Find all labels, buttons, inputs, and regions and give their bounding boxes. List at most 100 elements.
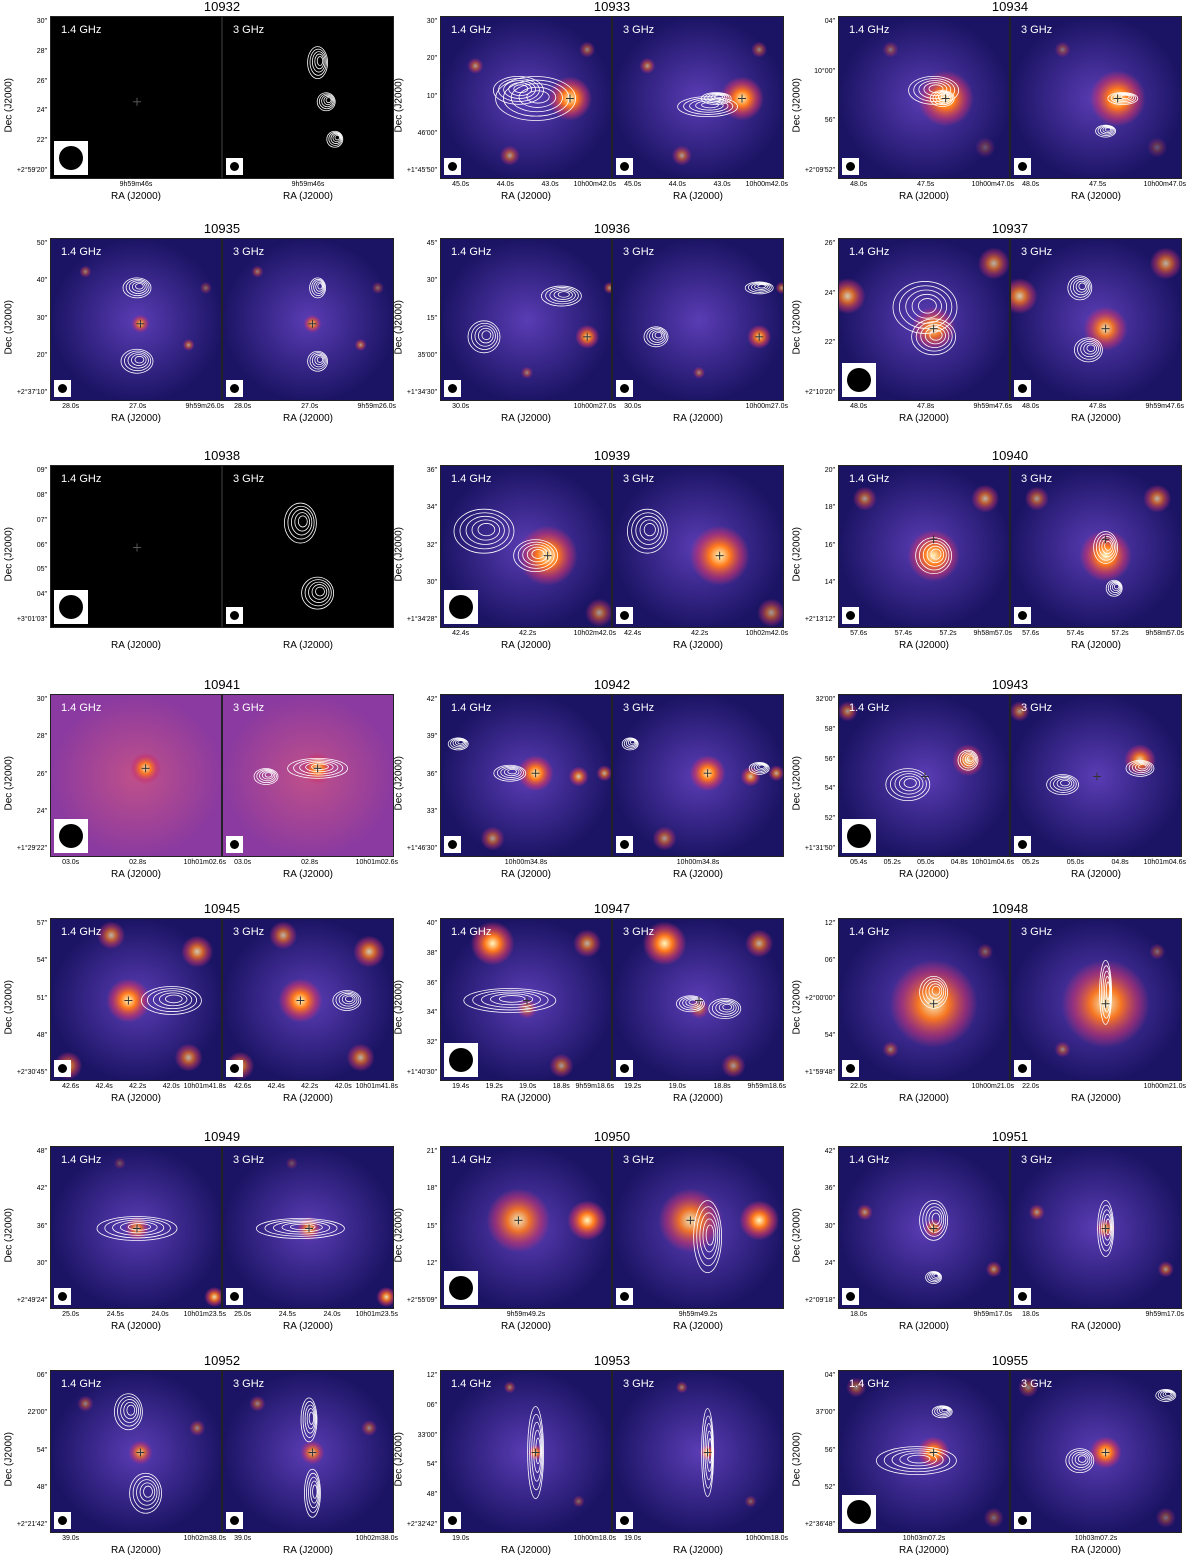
y-tick-label: +2°21′42″ xyxy=(16,1521,47,1528)
radio-contour xyxy=(643,326,669,348)
x-tick-label: 45.0s xyxy=(624,181,642,188)
radio-image xyxy=(613,1371,783,1532)
y-tick-label: 28″ xyxy=(36,47,47,55)
radio-contour xyxy=(332,990,362,1011)
x-tick-label: 05.2s xyxy=(1022,859,1040,866)
y-tick-label: 36″ xyxy=(824,1185,835,1193)
x-tick-label: 10h01m23.5s xyxy=(355,1311,399,1318)
y-tick-label: 51″ xyxy=(36,994,47,1002)
radio-image xyxy=(441,466,611,627)
optical-source-blob xyxy=(249,1395,266,1412)
optical-source-blob xyxy=(1149,943,1166,960)
beam-box xyxy=(54,141,88,175)
optical-source-blob xyxy=(642,921,687,966)
position-cross-marker xyxy=(703,1448,712,1457)
figure-10939: 10939 1.4 GHz 42.4s 42.2s 10h02m42.0s 3 GHz 42… xyxy=(394,448,789,658)
radio-contour xyxy=(693,1200,722,1274)
x-tick-label: 10h01m04.6s xyxy=(1143,859,1187,866)
beam-box xyxy=(444,380,461,397)
panel-1p4ghz: 1.4 GHz xyxy=(838,694,1010,857)
figure-title: 10936 xyxy=(593,221,631,236)
optical-source-blob xyxy=(174,1043,203,1072)
beam-ellipse xyxy=(449,1276,473,1300)
radio-image xyxy=(441,1371,611,1532)
y-axis-label: Dec (J2000) xyxy=(3,77,15,132)
y-tick-label: 10°00″ xyxy=(814,67,835,75)
x-tick-label: 03.0s xyxy=(62,859,80,866)
optical-source-blob xyxy=(882,41,899,58)
x-axis-label: RA (J2000) xyxy=(898,1321,950,1332)
panel-1p4ghz: 1.4 GHz xyxy=(440,694,612,857)
beam-ellipse xyxy=(620,1516,629,1525)
radio-image xyxy=(1011,919,1181,1080)
figure-title: 10942 xyxy=(593,677,631,692)
y-tick-label: 09″ xyxy=(36,467,47,474)
x-axis-label: RA (J2000) xyxy=(110,1093,162,1104)
radio-image xyxy=(51,1371,221,1532)
radio-contour xyxy=(957,749,979,771)
x-tick-label: 57.4s xyxy=(894,630,912,637)
x-tick-label: 04.8s xyxy=(1111,859,1129,866)
x-axis-label: RA (J2000) xyxy=(282,191,334,202)
radio-contour xyxy=(1099,959,1112,1025)
radio-contour xyxy=(876,1446,957,1476)
x-tick-label: 05.4s xyxy=(850,859,868,866)
beam-box xyxy=(444,1271,478,1305)
radio-image xyxy=(51,919,221,1080)
panel-1p4ghz: 1.4 GHz xyxy=(440,238,612,401)
y-tick-label: 36″ xyxy=(36,1222,47,1230)
radio-contour xyxy=(744,281,774,295)
x-tick-label: 10h00m21.0s xyxy=(1143,1083,1187,1090)
beam-box xyxy=(616,1512,633,1529)
x-tick-label: 9h59m46s xyxy=(291,181,325,188)
optical-source-blob xyxy=(567,1200,608,1241)
panel-1p4ghz: 1.4 GHz xyxy=(50,694,222,857)
beam-ellipse xyxy=(59,824,83,848)
x-tick-label: 42.2s xyxy=(129,1083,147,1090)
optical-source-blob xyxy=(467,57,484,74)
x-axis-label: RA (J2000) xyxy=(672,1093,724,1104)
y-tick-label: 26″ xyxy=(36,770,47,778)
x-tick-label: 10h00m34.8s xyxy=(504,859,548,866)
x-tick-label: 45.0s xyxy=(452,181,470,188)
position-cross-marker xyxy=(124,996,133,1005)
image-background xyxy=(441,1371,611,1532)
panel-3ghz: 3 GHz xyxy=(222,918,394,1081)
y-axis-label: Dec (J2000) xyxy=(791,299,803,354)
frequency-label: 1.4 GHz xyxy=(849,702,890,714)
x-axis-label: RA (J2000) xyxy=(282,1321,334,1332)
radio-contour xyxy=(1046,774,1079,796)
x-tick-label: 19.0s xyxy=(624,1535,642,1542)
optical-source-blob xyxy=(856,1204,873,1221)
y-tick-label: 54″ xyxy=(36,957,47,965)
optical-source-blob xyxy=(751,41,768,58)
y-tick-label: 07″ xyxy=(36,516,47,524)
y-axis-label: Dec (J2000) xyxy=(3,1431,15,1486)
beam-ellipse xyxy=(230,1292,239,1301)
panel-1p4ghz: 1.4 GHz xyxy=(838,1370,1010,1533)
radio-contour xyxy=(701,1408,714,1497)
x-axis-label: RA (J2000) xyxy=(282,869,334,880)
frequency-label: 3 GHz xyxy=(1021,1154,1053,1166)
figure-10935: 10935 1.4 GHz 28.0s 27.0s 9h59m26.0s 3 GHz 28.… xyxy=(4,221,397,431)
x-tick-label: 10h03m07.2s xyxy=(1074,1535,1118,1542)
y-tick-label: +1°40′30″ xyxy=(406,1069,437,1076)
x-tick-label: 19.2s xyxy=(485,1083,503,1090)
radio-contour xyxy=(621,737,639,751)
y-axis-label: Dec (J2000) xyxy=(3,755,15,810)
y-tick-label: 54″ xyxy=(824,1031,835,1039)
optical-source-blob xyxy=(1149,247,1181,280)
optical-source-blob xyxy=(975,137,996,158)
frequency-label: 3 GHz xyxy=(233,473,265,485)
radio-image xyxy=(613,919,783,1080)
x-tick-label: 9h59m26.0s xyxy=(357,403,397,410)
radio-image xyxy=(839,17,1009,178)
panel-1p4ghz: 1.4 GHz xyxy=(50,918,222,1081)
optical-source-blob xyxy=(79,265,92,278)
x-axis-label: RA (J2000) xyxy=(672,191,724,202)
radio-contour xyxy=(929,90,955,107)
beam-box xyxy=(616,158,633,175)
radio-image xyxy=(613,1147,783,1308)
y-tick-label: 36″ xyxy=(426,467,437,474)
radio-contour xyxy=(284,502,317,544)
